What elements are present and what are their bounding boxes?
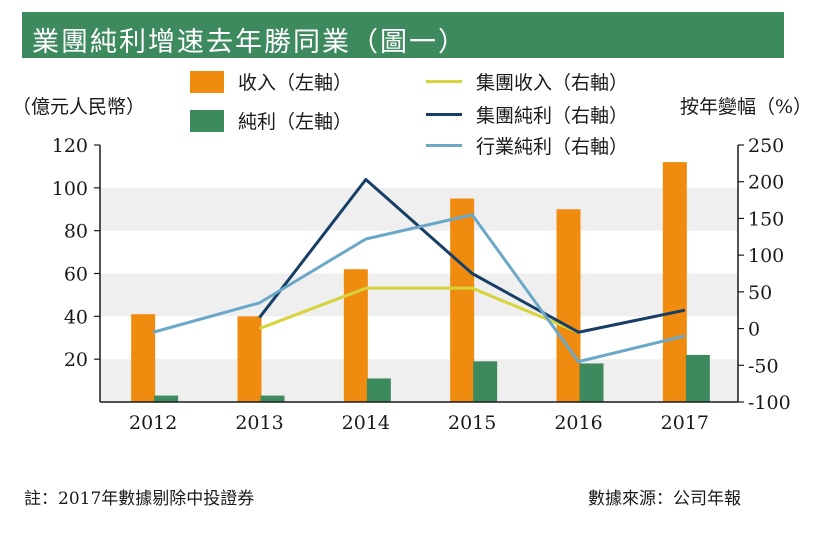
- x-tick-label-2015: 2015: [448, 412, 496, 434]
- revenue-bar-2012: [131, 314, 156, 402]
- revenue-bar-2016: [556, 209, 581, 402]
- profit-bar-2017: [685, 354, 710, 402]
- profit-bar-2015: [473, 361, 498, 402]
- legend-industry-profit: 行業純利（右軸）: [426, 132, 628, 159]
- legend-revenue-label: 收入（左軸）: [238, 72, 353, 94]
- x-tick-label-2012: 2012: [129, 412, 177, 434]
- title-bar: 業團純利增速去年勝同業（圖一）: [22, 12, 784, 58]
- group-revenue-line: [258, 286, 580, 334]
- grid-band: [100, 359, 738, 402]
- chart-title: 業團純利增速去年勝同業（圖一）: [32, 27, 467, 58]
- left-tick-label-60: 60: [64, 264, 88, 286]
- revenue-bar-2015: [450, 198, 475, 402]
- profit-bar-2016: [579, 363, 604, 402]
- legend-group-revenue-label: 集團收入（右軸）: [476, 72, 629, 94]
- right-tick-label-250: 250: [748, 135, 784, 157]
- legend-profit: 純利（左軸）: [190, 107, 352, 134]
- right-tick-label-150: 150: [748, 208, 784, 230]
- left-tick-label-120: 120: [52, 135, 88, 157]
- legend-group-profit-label: 集團純利（右軸）: [476, 105, 629, 127]
- profit-bar-2012: [154, 395, 179, 402]
- right-tick-label-200: 200: [748, 172, 784, 194]
- profit-bar-2013: [260, 395, 285, 402]
- x-tick-label-2016: 2016: [554, 412, 602, 434]
- legend-group-profit-swatch: [426, 113, 462, 116]
- right-axis-title: 按年變幅（%）: [680, 96, 813, 118]
- grid-band: [100, 187, 738, 231]
- legend-group-revenue: 集團收入（右軸）: [426, 68, 628, 95]
- profit-bar-2014: [366, 378, 391, 402]
- right-tick-label--50: -50: [748, 355, 779, 377]
- right-tick-label-50: 50: [748, 282, 772, 304]
- left-tick-label-100: 100: [52, 178, 88, 200]
- legend-profit-swatch: [190, 109, 224, 132]
- footnote: 註：2017年數據剔除中投證券: [24, 489, 255, 509]
- legend-revenue-swatch: [190, 70, 224, 93]
- group-profit-line: [258, 178, 686, 334]
- revenue-bar-2013: [237, 316, 262, 402]
- source-note: 數據來源：公司年報: [588, 489, 741, 509]
- left-tick-label-80: 80: [64, 221, 88, 243]
- grid-band: [100, 273, 738, 317]
- legend-group-profit: 集團純利（右軸）: [426, 101, 628, 128]
- revenue-bar-2017: [662, 162, 687, 402]
- x-tick-label-2013: 2013: [235, 412, 283, 434]
- left-tick-label-40: 40: [64, 306, 88, 328]
- legend-profit-label: 純利（左軸）: [238, 111, 353, 133]
- left-axis-title: （億元人民幣）: [12, 96, 146, 118]
- right-tick-label--100: -100: [748, 392, 791, 414]
- legend-industry-profit-label: 行業純利（右軸）: [476, 136, 629, 158]
- right-tick-label-100: 100: [748, 245, 784, 267]
- left-tick-label-20: 20: [64, 349, 88, 371]
- legend-revenue: 收入（左軸）: [190, 68, 352, 95]
- industry-profit-line: [152, 213, 686, 364]
- legend-group-revenue-swatch: [426, 80, 462, 83]
- right-tick-label-0: 0: [748, 319, 760, 341]
- legend-industry-profit-swatch: [426, 144, 462, 147]
- x-tick-label-2014: 2014: [342, 412, 390, 434]
- x-tick-label-2017: 2017: [661, 412, 709, 434]
